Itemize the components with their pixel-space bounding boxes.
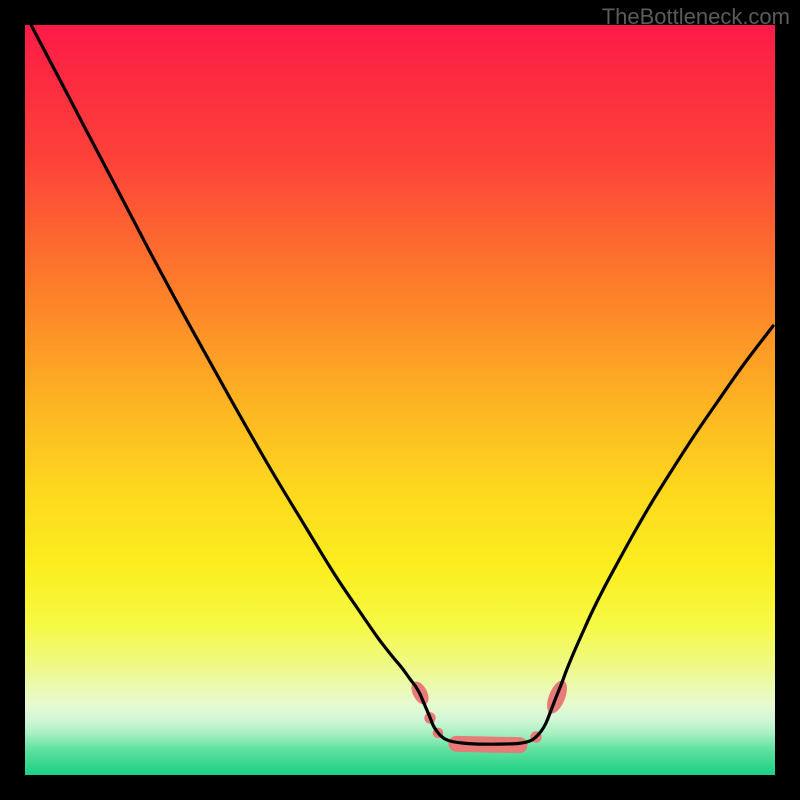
chart-svg [0, 0, 800, 800]
chart-root: TheBottleneck.com [0, 0, 800, 800]
gradient-background [25, 25, 775, 775]
